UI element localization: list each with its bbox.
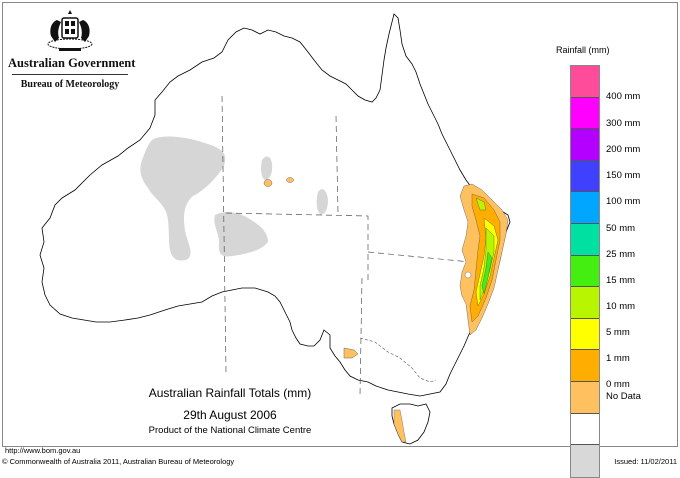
nsw-vic-border bbox=[359, 337, 437, 383]
agency-name: Bureau of Meteorology bbox=[20, 79, 120, 90]
map-title: Australian Rainfall Totals (mm) bbox=[148, 386, 312, 400]
map-title-block: Australian Rainfall Totals (mm) 29th Aug… bbox=[130, 386, 330, 437]
legend-no-data-label: No Data bbox=[606, 391, 641, 402]
legend-swatch-50-100 bbox=[571, 223, 599, 256]
no-data-areas bbox=[140, 136, 328, 261]
legend-swatch-25-50 bbox=[571, 255, 599, 288]
government-logo: Australian Government Bureau of Meteorol… bbox=[8, 8, 136, 90]
coat-of-arms-icon bbox=[47, 10, 93, 51]
tasmania-rainfall bbox=[393, 409, 407, 443]
legend-swatch-15-25 bbox=[571, 287, 599, 319]
logo-divider bbox=[12, 74, 128, 75]
legend-swatch-150-200 bbox=[571, 160, 599, 193]
copyright-notice: © Commonwealth of Australia 2011, Austra… bbox=[2, 457, 235, 466]
legend-swatch-5-10 bbox=[571, 350, 599, 382]
legend-label: 10 mm bbox=[606, 301, 636, 312]
legend-label: 200 mm bbox=[606, 144, 641, 155]
australia-rainfall-map bbox=[39, 13, 511, 445]
legend-swatch-100-150 bbox=[571, 192, 599, 224]
legend-swatch-300-400 bbox=[571, 97, 599, 130]
east-coast-rainfall bbox=[459, 183, 509, 336]
legend-title: Rainfall (mm) bbox=[556, 45, 610, 55]
map-subtitle: Product of the National Climate Centre bbox=[148, 425, 312, 436]
legend-label: 100 mm bbox=[606, 196, 641, 207]
legend-swatch-200-300 bbox=[571, 129, 599, 161]
legend-label: 300 mm bbox=[606, 118, 641, 129]
legend-label: 5 mm bbox=[606, 327, 630, 338]
map-date: 29th August 2006 bbox=[183, 408, 277, 422]
legend-swatch-0-1 bbox=[571, 413, 599, 446]
legend-swatch-10-15 bbox=[571, 318, 599, 351]
government-title: Australian Government bbox=[8, 56, 136, 70]
legend-label: 400 mm bbox=[606, 91, 641, 102]
issued-date: Issued: 11/02/2011 bbox=[614, 457, 677, 466]
bom-url-link[interactable]: http://www.bom.gov.au bbox=[5, 446, 81, 455]
legend-label: 25 mm bbox=[606, 249, 636, 260]
legend-swatch-above-400 bbox=[571, 66, 599, 98]
legend-label: 15 mm bbox=[606, 275, 636, 286]
map-frame bbox=[2, 2, 678, 447]
legend-label: 50 mm bbox=[606, 223, 636, 234]
state-borders bbox=[221, 95, 471, 396]
legend-colorbar bbox=[570, 65, 600, 478]
inland-rainfall-patches bbox=[263, 177, 359, 359]
legend-label: 150 mm bbox=[606, 170, 641, 181]
legend-label: 1 mm bbox=[606, 353, 630, 364]
legend-swatch-no-data bbox=[571, 445, 599, 477]
mainland-coastline bbox=[39, 13, 511, 397]
legend-swatch-1-5 bbox=[571, 381, 599, 414]
legend-label: 0 mm bbox=[606, 379, 630, 390]
